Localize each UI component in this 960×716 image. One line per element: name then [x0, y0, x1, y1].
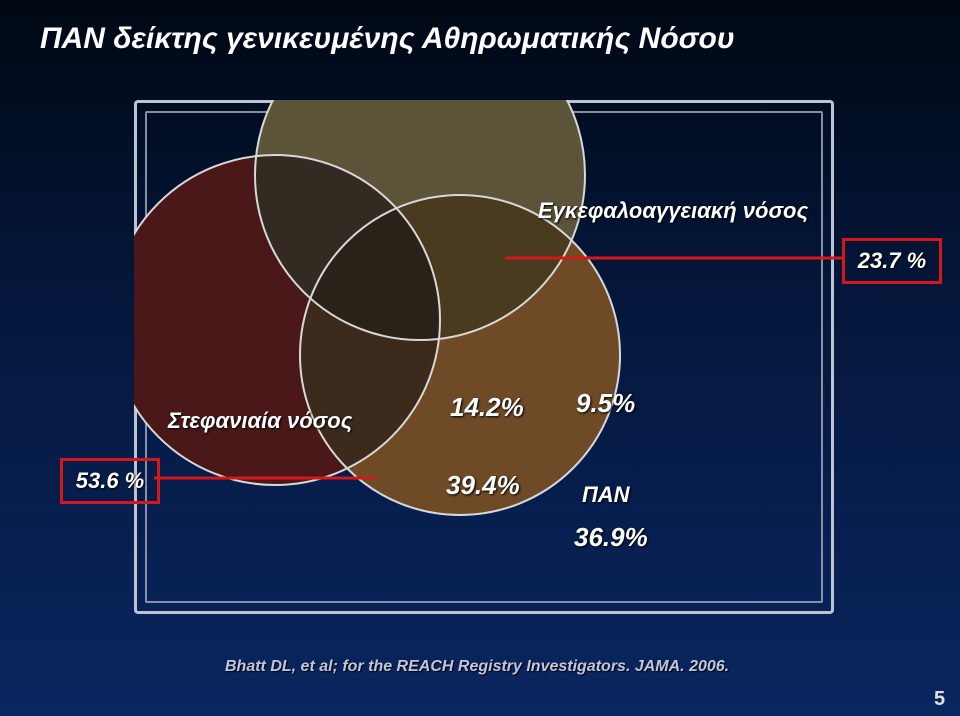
page-number: 5 — [934, 688, 945, 711]
pct-right: 9.5% — [576, 388, 635, 419]
slide-title: ΠΑΝ δείκτης γενικευμένης Αθηρωματικής Νό… — [40, 22, 735, 56]
pct-bottom-left: 39.4% — [446, 470, 520, 501]
label-cerebrovascular: Εγκεφαλοαγγειακή νόσος — [538, 198, 808, 224]
pct-bottom-right: 36.9% — [574, 522, 648, 553]
citation: Bhatt DL, et al; for the REACH Registry … — [225, 658, 729, 676]
pct-center: 14.2% — [450, 392, 524, 423]
label-coronary: Στεφανιαία νόσος — [168, 408, 352, 434]
venn-diagram — [134, 100, 828, 608]
stat-box-cerebro: 23.7 % — [842, 238, 942, 284]
stat-box-cad: 53.6 % — [60, 458, 160, 504]
label-pan: ΠΑΝ — [582, 482, 630, 508]
